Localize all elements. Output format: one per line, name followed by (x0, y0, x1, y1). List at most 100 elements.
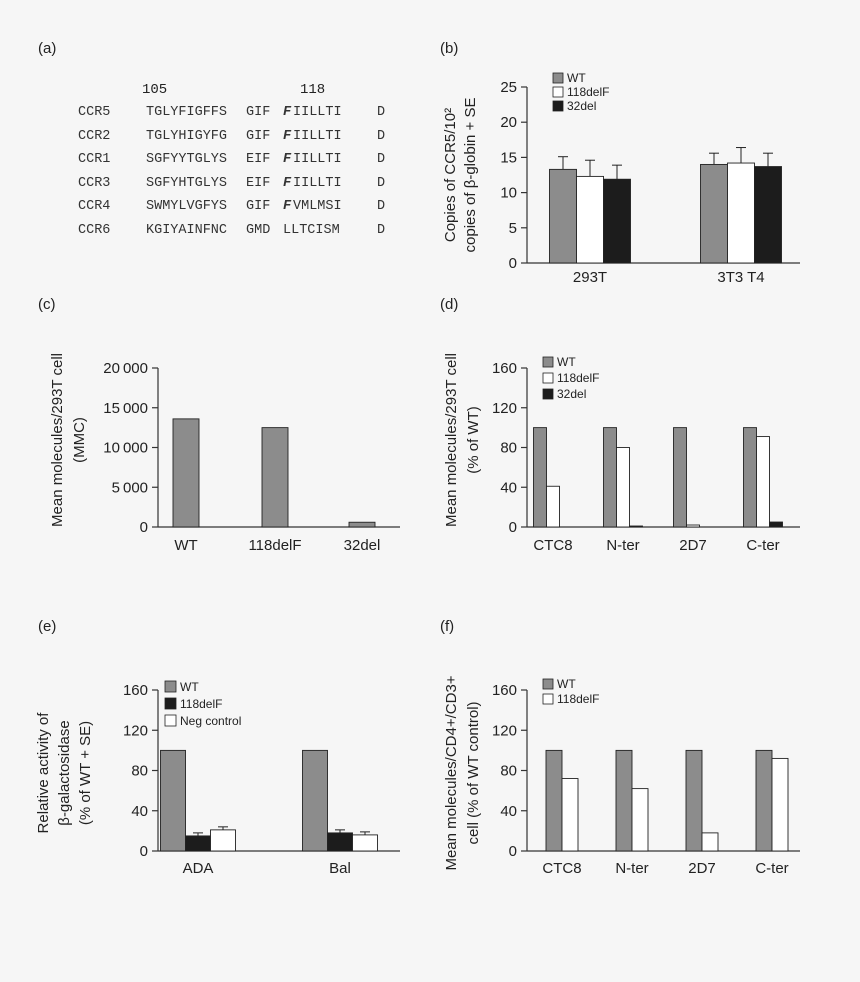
y-tick-label: 20 (500, 114, 517, 131)
y-tick-label: 5 (509, 220, 517, 237)
sequence-segment: IILLTI (293, 105, 342, 120)
sequence-segment: KGIYAINFNC (146, 222, 228, 238)
sequence-segment: GIF (246, 105, 271, 120)
sequence-key-residue: F (283, 105, 292, 120)
bar (210, 829, 236, 852)
sequence-name: CCR2 (78, 128, 111, 144)
y-tick-label: 20 000 (103, 360, 148, 377)
legend-label: 118delF (567, 85, 609, 99)
panel-a-letter: (a) (38, 40, 57, 57)
y-axis-label: (% of WT + SE) (77, 721, 94, 825)
y-tick-label: 120 (123, 722, 148, 739)
legend-swatch (542, 678, 554, 690)
y-tick-label: 40 (131, 803, 148, 820)
x-tick-label: 118delF (248, 537, 301, 554)
bar (700, 163, 728, 264)
sequence-segment: IILLTI (293, 128, 342, 144)
sequence-tail: D (377, 222, 386, 238)
x-tick-label: C-ter (755, 860, 788, 877)
chart-b: 0 5 10 15 20 25 Copies of CCR5/10² copies of β… (442, 71, 800, 286)
legend: WT 118delF Neg control (164, 680, 241, 728)
y-tick-label: 120 (492, 722, 517, 739)
bar (616, 447, 630, 528)
sequence-segment: GIF (246, 199, 271, 215)
bar (631, 788, 649, 852)
sequence-segment: LTCISM (291, 222, 340, 238)
sequence-row: CCR4 SWMYLVGFYS GIF F VMLMSI D (78, 199, 385, 223)
sequence-tail: D (377, 199, 386, 215)
sequence-alignment: CCR5 TGLYFIGFFS GIF F IILLTI D CCR2 TGLYHIGYFG… (78, 105, 385, 247)
sequence-name: CCR5 (78, 105, 111, 120)
legend-label: 32del (557, 387, 586, 401)
legend-label: 118delF (180, 697, 222, 711)
sequence-key-residue: F (283, 128, 292, 144)
legend-swatch (552, 86, 564, 98)
x-tick-label: ADA (183, 860, 214, 877)
sequence-segment: SWMYLVGFYS (146, 199, 228, 215)
bar (769, 521, 783, 528)
sequence-position-118: 118 (300, 82, 326, 98)
bar (546, 485, 560, 528)
bar (160, 749, 186, 852)
y-axis-label: Mean molecules/293T cell (49, 353, 66, 527)
sequence-tail: D (377, 152, 386, 168)
sequence-segment: TGLYHIGYFG (146, 128, 228, 144)
bar (545, 749, 563, 852)
y-tick-label: 160 (123, 682, 148, 699)
sequence-key-residue: F (283, 199, 292, 215)
x-tick-label: CTC8 (542, 860, 581, 877)
y-axis-label: Mean molecules/293T cell (443, 353, 460, 527)
y-axis-label: Mean molecules/CD4+/CD3+ (443, 675, 460, 870)
y-tick-label: 40 (500, 803, 517, 820)
chart-d: 0 40 80 120 160 Mean molecules/293T cell (% of… (443, 353, 800, 554)
y-tick-label: 160 (492, 360, 517, 377)
bar (743, 427, 757, 528)
y-tick-label: 160 (492, 682, 517, 699)
sequence-name: CCR6 (78, 222, 111, 238)
bar (185, 835, 211, 852)
sequence-segment: TGLYFIGFFS (146, 105, 228, 120)
bar (771, 757, 789, 852)
bar (561, 778, 579, 852)
legend-swatch (164, 680, 177, 693)
bar (352, 834, 378, 852)
sequence-tail: D (377, 175, 386, 191)
y-tick-label: 80 (131, 763, 148, 780)
bar (603, 178, 631, 264)
y-axis-label: cell (% of WT control) (465, 701, 482, 844)
y-axis-label: (% of WT) (465, 406, 482, 474)
legend-swatch (542, 388, 554, 400)
y-tick-label: 0 (140, 843, 148, 860)
bar (629, 525, 643, 528)
legend-label: Neg control (180, 714, 241, 728)
bar (172, 418, 200, 528)
x-tick-label: N-ter (615, 860, 648, 877)
chart-e: 0 40 80 120 160 Relative activity of β-galacto… (35, 680, 400, 877)
sequence-segment: GIF (246, 128, 271, 144)
bar (261, 427, 289, 528)
bar (673, 427, 687, 528)
legend-swatch (542, 693, 554, 705)
panel-b-letter: (b) (440, 40, 459, 57)
legend-label: 118delF (557, 371, 599, 385)
sequence-key-residue: F (283, 175, 292, 191)
y-tick-label: 0 (509, 519, 517, 536)
bar (549, 168, 577, 264)
sequence-tail: D (377, 128, 386, 144)
y-tick-label: 10 000 (103, 440, 148, 457)
legend-swatch (552, 100, 564, 112)
y-tick-label: 15 (500, 149, 517, 166)
y-tick-label: 80 (500, 440, 517, 457)
sequence-segment: IILLTI (293, 152, 342, 168)
bar (727, 162, 755, 264)
panel-c-letter: (c) (38, 296, 56, 313)
sequence-segment: LLTCISM (283, 223, 377, 247)
sequence-position-105: 105 (142, 82, 168, 98)
x-tick-label: N-ter (606, 537, 639, 554)
bar (685, 749, 703, 852)
bar (755, 749, 773, 852)
